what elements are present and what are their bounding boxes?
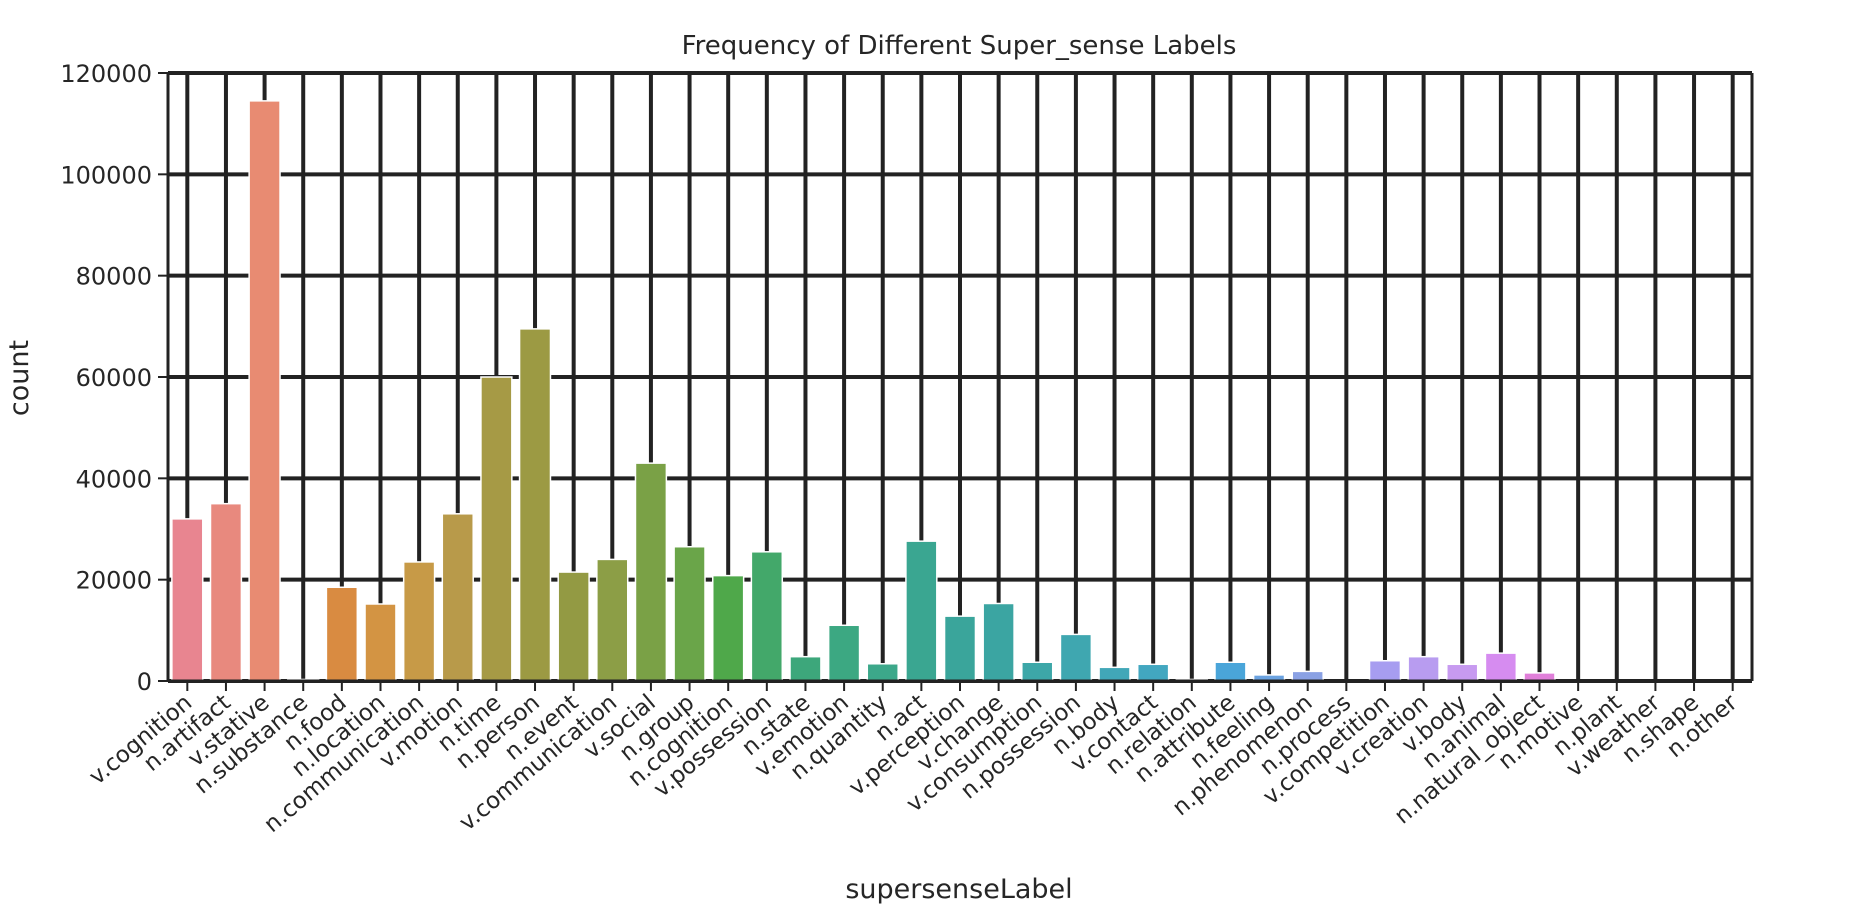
bar-v.consumption [1022,662,1053,681]
y-tick-label: 60000 [76,364,152,392]
bar-n.attribute [1215,662,1246,681]
bar-n.group [674,547,705,681]
bar-v.motion [442,514,473,681]
bar-n.event [558,572,589,681]
bar-n.possession [1060,634,1091,681]
bar-n.cognition [713,576,744,681]
y-tick-label: 80000 [76,263,152,291]
y-tick-label: 20000 [76,567,152,595]
bar-v.social [635,463,666,681]
bar-v.perception [945,616,976,681]
chart-title: Frequency of Different Super_sense Label… [682,31,1237,61]
bar-n.body [1099,667,1130,681]
bar-n.time [481,377,512,681]
bar-v.competition [1370,661,1401,681]
bar-n.person [520,329,551,681]
bar-v.body [1447,664,1478,681]
y-tick-label: 0 [137,668,152,696]
bar-v.emotion [829,625,860,681]
bar-n.location [365,604,396,681]
bar-v.change [983,603,1014,681]
bar-n.act [906,541,937,681]
bar-n.quantity [867,664,898,681]
bar-v.creation [1408,657,1439,681]
y-tick-label: 100000 [60,161,152,189]
bar-v.cognition [172,519,203,681]
bar-v.contact [1138,664,1169,681]
bar-v.communication [597,559,628,681]
y-axis-label: count [4,340,35,416]
y-tick-label: 40000 [76,465,152,493]
x-axis-label: supersenseLabel [845,874,1072,905]
bar-v.stative [249,101,280,681]
bar-n.animal [1485,653,1516,681]
y-tick-label: 120000 [60,60,152,88]
bar-n.communication [404,562,435,681]
bar-n.artifact [210,504,241,681]
bar-n.state [790,657,821,681]
bar-n.food [326,587,357,681]
bar-v.possession [751,552,782,681]
